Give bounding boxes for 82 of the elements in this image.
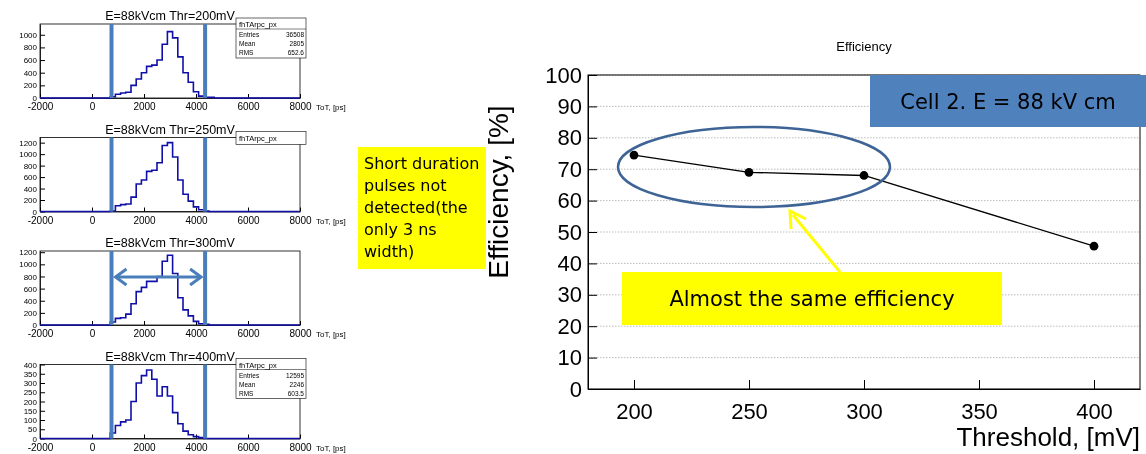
x-axis-title: Threshold, [mV] (956, 422, 1140, 452)
chart-title: Efficiency (836, 39, 893, 54)
x-tick-label: 4000 (185, 328, 209, 339)
x-tick-label: -2000 (27, 214, 54, 226)
x-tick-label: 8000 (289, 441, 313, 453)
x-tick-label: 0 (89, 328, 96, 339)
annotation: Cell 2. E = 88 kV cm (900, 90, 1116, 114)
y-tick-label: 100 (545, 62, 582, 88)
x-tick-label: 300 (846, 398, 883, 424)
x-tick-label: 8000 (289, 214, 313, 226)
x-tick-label: -2000 (27, 101, 54, 112)
y-tick-label: 400 (23, 296, 38, 306)
x-axis-title: ToT, [ps] (316, 443, 346, 453)
y-tick-label: 0 (569, 376, 582, 402)
y-tick-label: 200 (23, 196, 38, 206)
y-tick-label: 400 (23, 360, 38, 370)
y-tick-label: 350 (23, 369, 38, 379)
chart-title: E=88kVcm Thr=200mV (105, 9, 236, 23)
y-tick-label: 60 (557, 188, 582, 214)
y-tick-label: 0 (32, 207, 38, 217)
y-tick-label: 30 (557, 282, 582, 308)
y-tick-label: 1000 (19, 30, 38, 40)
y-tick-label: 800 (23, 161, 38, 171)
y-axis-title: Efficiency, [%] (483, 105, 514, 279)
chart-title: E=88kVcm Thr=400mV (105, 349, 236, 364)
x-tick-label: 2000 (133, 214, 157, 226)
text: Short duration pulses not detected(the only 3 ns width) (364, 154, 480, 261)
y-tick-label: 300 (23, 379, 38, 389)
x-tick-label: 8000 (289, 101, 313, 112)
y-tick-label: 0 (32, 94, 38, 104)
y-tick-label: 10 (557, 345, 582, 371)
y-tick-label: 1200 (19, 248, 38, 258)
y-tick-label: 600 (23, 173, 38, 183)
y-tick-label: 200 (23, 308, 38, 318)
chart-title: E=88kVcm Thr=250mV (105, 122, 236, 137)
x-tick-label: 8000 (289, 328, 313, 339)
y-tick-label: 100 (23, 416, 38, 426)
x-tick-label: 250 (731, 398, 768, 424)
y-tick-label: 800 (23, 272, 38, 282)
x-tick-label: 350 (961, 398, 998, 424)
x-tick-label: 4000 (185, 101, 209, 112)
y-tick-label: 150 (23, 406, 38, 416)
y-tick-label: 400 (23, 68, 38, 78)
y-tick-label: 80 (557, 125, 582, 151)
x-tick-label: 6000 (237, 328, 261, 339)
y-tick-label: 200 (23, 81, 38, 91)
x-tick-label: 400 (1076, 398, 1113, 424)
x-tick-label: 6000 (237, 441, 261, 453)
x-tick-label: -2000 (27, 328, 54, 339)
x-tick-label: 2000 (133, 328, 157, 339)
x-tick-label: 4000 (185, 214, 209, 226)
y-tick-label: 600 (23, 284, 38, 294)
y-tick-label: 70 (557, 156, 582, 182)
annotation: Almost the same efficiency (669, 287, 955, 311)
y-tick-label: 1000 (19, 150, 38, 160)
y-tick-label: 600 (23, 56, 38, 66)
y-tick-label: 800 (23, 43, 38, 53)
y-tick-label: 50 (28, 425, 38, 435)
x-tick-label: 0 (89, 441, 96, 453)
y-tick-label: 90 (557, 93, 582, 119)
x-axis-title: ToT, [ps] (316, 103, 346, 112)
y-tick-label: 400 (23, 184, 38, 194)
x-tick-label: 0 (89, 214, 96, 226)
chart-title: E=88kVcm Thr=300mV (105, 236, 236, 250)
x-tick-label: 6000 (237, 101, 261, 112)
y-tick-label: 0 (32, 434, 38, 444)
y-tick-label: 50 (557, 219, 582, 245)
x-tick-label: 2000 (133, 441, 157, 453)
x-axis-title: ToT, [ps] (316, 216, 346, 226)
x-axis-title: ToT, [ps] (316, 330, 346, 339)
x-tick-label: 4000 (185, 441, 209, 453)
x-tick-label: 6000 (237, 214, 261, 226)
y-tick-label: 40 (557, 250, 582, 276)
y-tick-label: 250 (23, 388, 38, 398)
x-tick-label: 2000 (133, 101, 157, 112)
y-tick-label: 20 (557, 313, 582, 339)
x-tick-label: -2000 (27, 441, 54, 453)
x-tick-label: 0 (89, 101, 96, 112)
x-tick-label: 200 (616, 398, 653, 424)
y-tick-label: 1000 (19, 260, 38, 270)
y-tick-label: 1200 (19, 138, 38, 148)
y-tick-label: 0 (32, 321, 38, 331)
